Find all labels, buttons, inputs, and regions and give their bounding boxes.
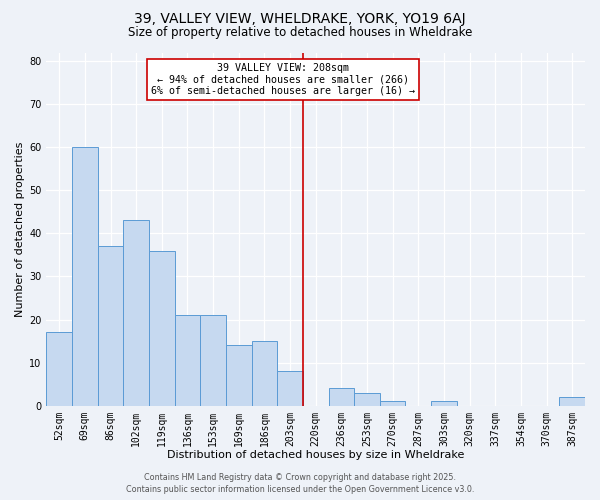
X-axis label: Distribution of detached houses by size in Wheldrake: Distribution of detached houses by size … <box>167 450 464 460</box>
Text: Contains HM Land Registry data © Crown copyright and database right 2025.
Contai: Contains HM Land Registry data © Crown c… <box>126 472 474 494</box>
Y-axis label: Number of detached properties: Number of detached properties <box>15 142 25 317</box>
Bar <box>72 148 98 406</box>
Bar <box>559 397 585 406</box>
Bar <box>226 346 251 406</box>
Bar <box>149 250 175 406</box>
Text: Size of property relative to detached houses in Wheldrake: Size of property relative to detached ho… <box>128 26 472 39</box>
Bar <box>431 402 457 406</box>
Bar <box>251 341 277 406</box>
Bar <box>380 402 406 406</box>
Bar <box>46 332 72 406</box>
Bar <box>175 316 200 406</box>
Text: 39 VALLEY VIEW: 208sqm
← 94% of detached houses are smaller (266)
6% of semi-det: 39 VALLEY VIEW: 208sqm ← 94% of detached… <box>151 63 415 96</box>
Bar <box>354 393 380 406</box>
Bar <box>124 220 149 406</box>
Bar <box>200 316 226 406</box>
Bar <box>277 372 303 406</box>
Bar <box>98 246 124 406</box>
Bar <box>329 388 354 406</box>
Text: 39, VALLEY VIEW, WHELDRAKE, YORK, YO19 6AJ: 39, VALLEY VIEW, WHELDRAKE, YORK, YO19 6… <box>134 12 466 26</box>
